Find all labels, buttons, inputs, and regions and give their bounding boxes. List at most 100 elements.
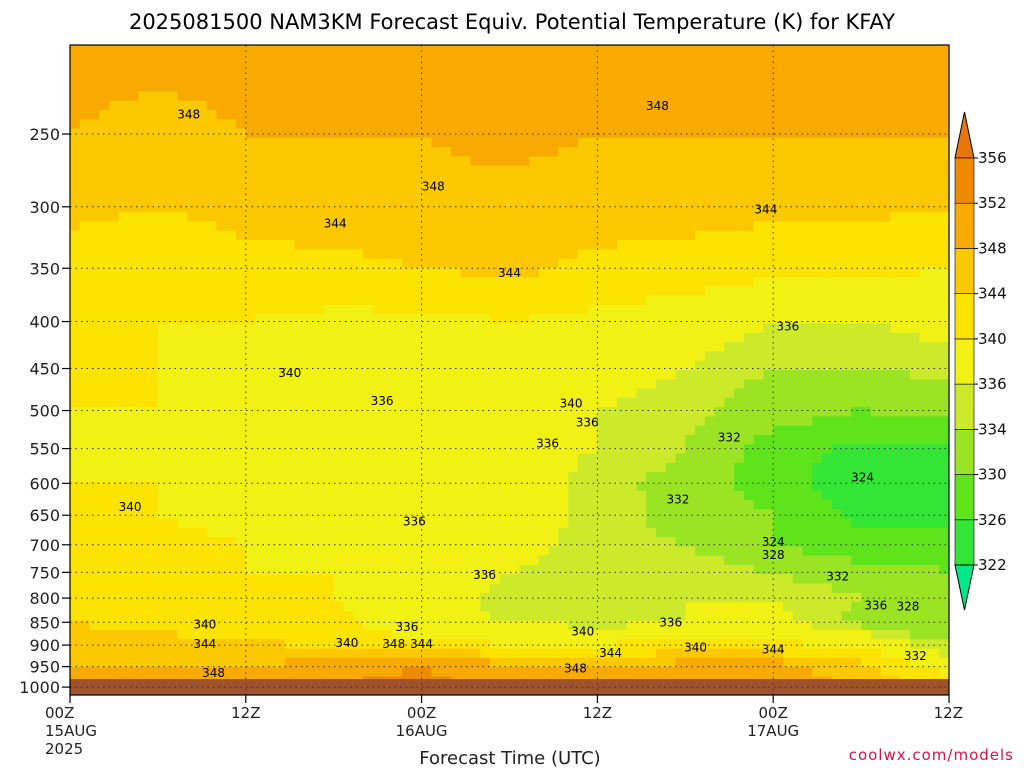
field-cell: [587, 54, 598, 65]
field-cell: [382, 128, 393, 139]
field-cell: [411, 370, 423, 380]
field-cell: [519, 286, 530, 297]
field-cell: [900, 481, 911, 492]
field-cell: [265, 193, 276, 204]
field-cell: [616, 360, 628, 371]
field-cell: [568, 397, 579, 408]
field-cell: [196, 267, 208, 278]
field-cell: [411, 221, 423, 232]
field-cell: [265, 397, 276, 408]
field-cell: [695, 351, 706, 362]
field-cell: [450, 193, 462, 204]
field-cell: [343, 388, 354, 399]
field-cell: [284, 425, 296, 436]
field-cell: [99, 472, 110, 483]
field-cell: [284, 165, 296, 176]
field-cell: [372, 416, 384, 427]
field-cell: [538, 397, 550, 408]
field-cell: [187, 332, 198, 343]
field-cell: [79, 416, 91, 427]
field-cell: [773, 435, 784, 445]
field-cell: [675, 360, 686, 371]
field-cell: [304, 332, 315, 343]
field-cell: [402, 221, 413, 232]
field-cell: [236, 82, 247, 93]
field-cell: [236, 537, 247, 548]
field-cell: [304, 230, 315, 241]
field-cell: [909, 137, 921, 148]
field-cell: [216, 518, 227, 529]
field-cell: [372, 184, 384, 195]
field-cell: [157, 518, 169, 529]
field-cell: [265, 509, 276, 520]
field-cell: [704, 342, 716, 353]
field-cell: [480, 388, 491, 399]
field-cell: [333, 82, 345, 93]
field-cell: [909, 500, 921, 510]
field-cell: [714, 267, 725, 278]
field-cell: [245, 267, 257, 278]
field-cell: [118, 277, 130, 288]
field-cell: [929, 435, 940, 445]
field-cell: [109, 518, 120, 529]
field-cell: [470, 537, 481, 548]
field-cell: [109, 258, 120, 269]
field-cell: [909, 435, 921, 445]
field-cell: [489, 305, 501, 315]
field-cell: [822, 546, 833, 557]
field-cell: [792, 425, 804, 436]
field-cell: [480, 54, 491, 65]
field-cell: [558, 175, 569, 185]
field-cell: [70, 527, 81, 538]
field-cell: [70, 360, 81, 371]
field-cell: [138, 397, 149, 408]
field-cell: [392, 137, 403, 148]
field-cell: [724, 72, 735, 83]
field-cell: [343, 82, 354, 93]
field-cell: [460, 481, 472, 492]
field-cell: [294, 305, 305, 315]
field-cell: [607, 342, 618, 353]
field-cell: [900, 72, 911, 83]
field-cell: [226, 100, 237, 111]
field-cell: [695, 137, 706, 148]
field-cell: [743, 63, 755, 74]
field-cell: [284, 407, 296, 418]
field-cell: [616, 407, 628, 418]
field-cell: [929, 453, 940, 464]
field-cell: [685, 370, 696, 380]
field-cell: [909, 342, 921, 353]
field-cell: [353, 332, 364, 343]
field-cell: [167, 518, 179, 529]
field-cell: [284, 258, 296, 269]
field-cell: [284, 546, 296, 557]
field-cell: [538, 472, 550, 483]
field-cell: [392, 230, 403, 241]
field-cell: [558, 193, 569, 204]
field-cell: [616, 295, 628, 306]
field-cell: [509, 407, 520, 418]
field-cell: [304, 54, 315, 65]
field-cell: [79, 137, 91, 148]
field-cell: [831, 119, 843, 130]
field-cell: [421, 342, 432, 353]
field-cell: [118, 240, 130, 250]
field-cell: [743, 370, 755, 380]
field-cell: [363, 295, 374, 306]
field-cell: [812, 82, 823, 93]
field-cell: [460, 518, 472, 529]
field-cell: [489, 481, 501, 492]
field-cell: [577, 193, 589, 204]
field-cell: [870, 490, 882, 501]
field-cell: [275, 119, 286, 130]
field-cell: [411, 202, 423, 213]
field-cell: [509, 212, 520, 223]
field-cell: [79, 100, 91, 111]
field-cell: [636, 546, 647, 557]
field-cell: [177, 425, 188, 436]
field-cell: [333, 100, 345, 111]
field-cell: [548, 490, 559, 501]
field-cell: [470, 379, 481, 390]
field-cell: [734, 351, 745, 362]
field-cell: [157, 342, 169, 353]
